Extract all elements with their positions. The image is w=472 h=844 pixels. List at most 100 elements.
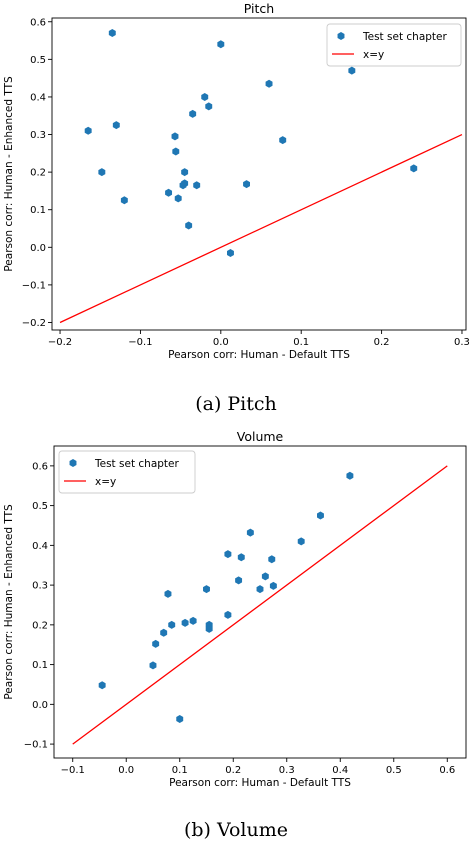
y-axis-label: Pearson corr: Human - Enhanced TTS bbox=[3, 504, 15, 700]
legend-marker bbox=[337, 32, 345, 40]
data-point bbox=[185, 221, 193, 230]
identity-line bbox=[59, 133, 463, 324]
y-tick-label: 0.4 bbox=[32, 541, 48, 552]
legend-marker bbox=[69, 459, 77, 467]
data-point bbox=[160, 628, 168, 637]
data-point bbox=[217, 40, 225, 49]
x-tick-label: −0.1 bbox=[128, 337, 152, 348]
plot-frame bbox=[53, 445, 467, 759]
data-point bbox=[268, 555, 276, 564]
data-point bbox=[224, 550, 232, 559]
data-point bbox=[168, 620, 176, 629]
x-tick-label: 0.1 bbox=[172, 765, 188, 776]
x-tick-label: 0.2 bbox=[225, 765, 241, 776]
y-tick-label: −0.1 bbox=[24, 740, 48, 751]
x-tick-label: 0.6 bbox=[439, 765, 455, 776]
data-point bbox=[120, 196, 128, 205]
x-tick-label: 0.5 bbox=[386, 765, 402, 776]
data-point bbox=[181, 168, 189, 177]
x-tick-label: 0.1 bbox=[293, 337, 309, 348]
x-tick-label: 0.3 bbox=[279, 765, 295, 776]
legend-label: Test set chapter bbox=[94, 458, 180, 470]
data-point bbox=[246, 528, 254, 537]
plot-frame bbox=[51, 17, 467, 331]
x-tick-label: 0.4 bbox=[332, 765, 348, 776]
y-tick-label: 0.2 bbox=[30, 168, 46, 179]
data-point bbox=[256, 585, 264, 594]
data-point bbox=[235, 576, 243, 585]
data-point bbox=[181, 618, 189, 627]
data-point bbox=[174, 194, 182, 203]
volume-caption: (b) Volume bbox=[184, 819, 288, 841]
data-point bbox=[152, 639, 160, 648]
y-tick-label: 0.4 bbox=[30, 92, 46, 103]
data-point bbox=[227, 248, 234, 257]
x-tick-label: −0.1 bbox=[61, 765, 85, 776]
data-point bbox=[205, 624, 213, 633]
y-tick-label: 0.0 bbox=[30, 243, 46, 254]
data-point bbox=[98, 681, 106, 690]
y-tick-label: 0.0 bbox=[32, 700, 48, 711]
x-tick-label: 0.2 bbox=[374, 337, 390, 348]
y-tick-label: 0.1 bbox=[32, 660, 48, 671]
data-point bbox=[203, 585, 210, 594]
data-point bbox=[348, 66, 356, 75]
chart-title: Volume bbox=[237, 429, 284, 444]
data-point bbox=[171, 132, 179, 141]
x-tick-label: 0.0 bbox=[213, 337, 229, 348]
data-point bbox=[237, 553, 245, 562]
y-tick-label: 0.6 bbox=[30, 17, 46, 28]
volume-chart: Volume −0.1 0.0 0.1 0.2 0.3 0.4 0.5 0.6 −0.1 0.0 0.… bbox=[3, 429, 467, 789]
data-point bbox=[243, 180, 250, 189]
x-tick-label: 0.0 bbox=[118, 765, 134, 776]
data-point bbox=[201, 92, 209, 101]
legend-label: x=y bbox=[95, 476, 116, 488]
x-axis-label: Pearson corr: Human - Default TTS bbox=[168, 349, 350, 361]
data-point bbox=[172, 147, 180, 156]
x-tick-label: −0.2 bbox=[48, 337, 72, 348]
data-point bbox=[261, 572, 269, 581]
data-point bbox=[205, 102, 213, 111]
data-point bbox=[346, 471, 354, 480]
data-point bbox=[224, 610, 232, 619]
data-point bbox=[164, 589, 172, 598]
y-tick-label: 0.6 bbox=[32, 461, 48, 472]
data-point bbox=[84, 126, 92, 135]
y-tick-label: 0.2 bbox=[32, 620, 48, 631]
pitch-caption: (a) Pitch bbox=[195, 393, 277, 415]
y-tick-label: −0.1 bbox=[22, 280, 46, 291]
data-point bbox=[279, 136, 287, 145]
legend-label: Test set chapter bbox=[362, 31, 448, 43]
data-point bbox=[410, 164, 418, 173]
data-point bbox=[165, 188, 173, 197]
y-axis-label: Pearson corr: Human - Enhanced TTS bbox=[3, 76, 15, 272]
chart-title: Pitch bbox=[244, 1, 274, 16]
legend-box bbox=[58, 450, 196, 494]
data-point bbox=[98, 168, 106, 177]
data-point bbox=[189, 616, 197, 625]
pitch-chart: Pitch −0.2 −0.1 0.0 0.1 0.2 0.3 −0.2 −0.1 0.0 0.1 0… bbox=[3, 1, 470, 361]
legend-label: x=y bbox=[363, 49, 384, 61]
x-tick-label: 0.3 bbox=[454, 337, 470, 348]
identity-line bbox=[72, 465, 448, 745]
data-point bbox=[193, 181, 201, 190]
data-point bbox=[112, 121, 120, 130]
data-point bbox=[176, 715, 184, 724]
data-point bbox=[189, 109, 197, 118]
y-tick-label: 0.1 bbox=[30, 205, 46, 216]
y-tick-label: 0.5 bbox=[32, 501, 48, 512]
data-point bbox=[108, 29, 116, 38]
data-point bbox=[149, 661, 157, 670]
data-point bbox=[297, 537, 305, 546]
legend-box bbox=[326, 23, 462, 67]
y-tick-label: 0.5 bbox=[30, 55, 46, 66]
data-point bbox=[179, 181, 187, 190]
data-point bbox=[265, 79, 273, 88]
y-tick-label: −0.2 bbox=[22, 318, 46, 329]
y-tick-label: 0.3 bbox=[32, 581, 48, 592]
data-point bbox=[269, 581, 277, 590]
y-tick-label: 0.3 bbox=[30, 130, 46, 141]
x-axis-label: Pearson corr: Human - Default TTS bbox=[169, 777, 351, 789]
data-point bbox=[317, 511, 324, 520]
